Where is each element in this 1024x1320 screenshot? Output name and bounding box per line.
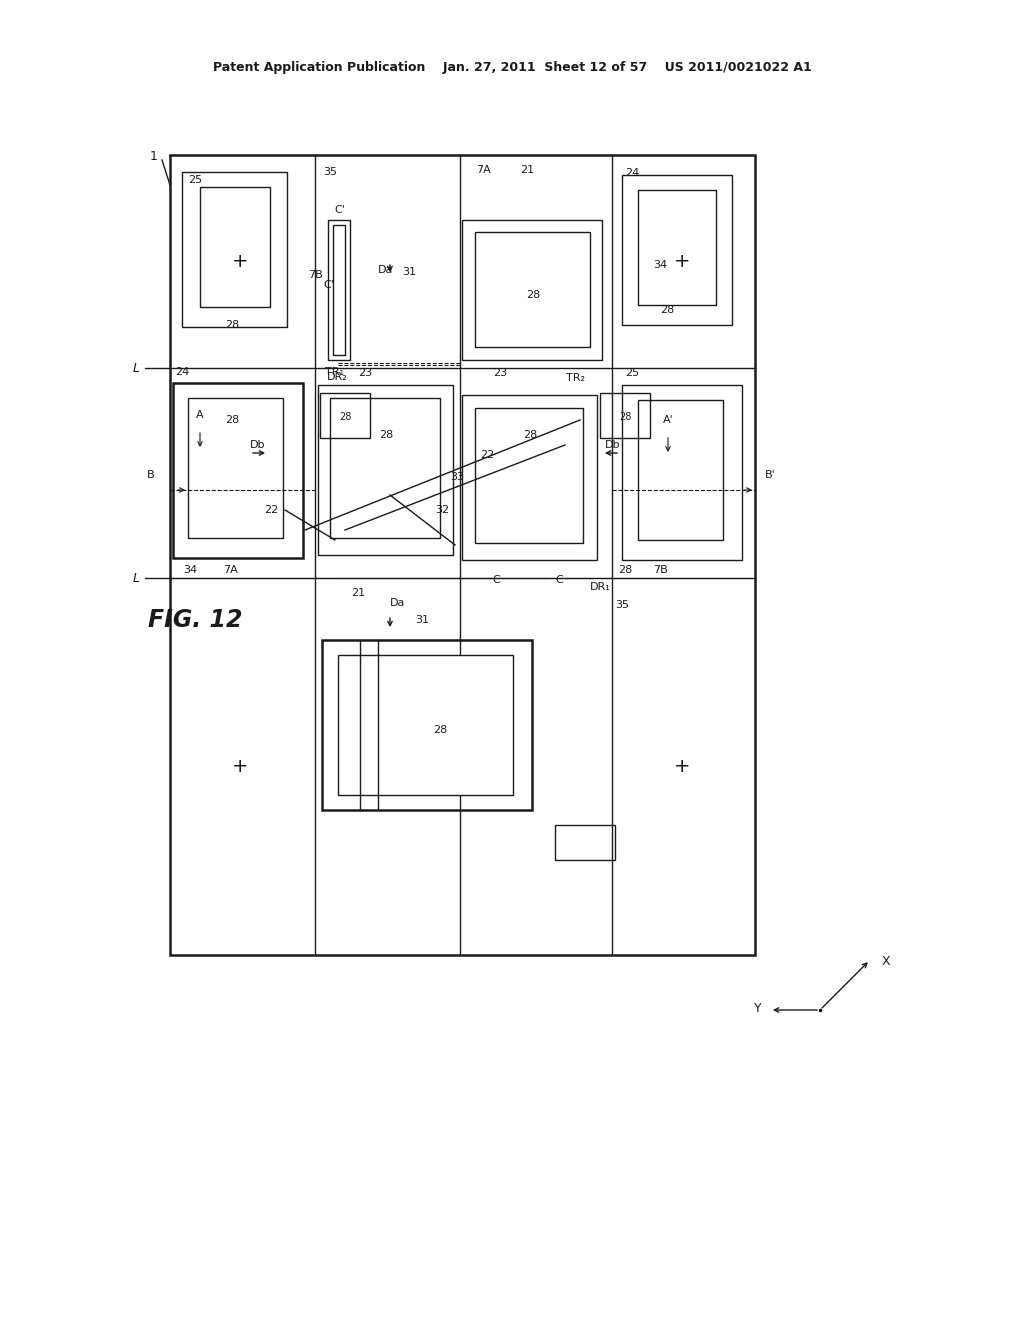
Bar xyxy=(322,640,532,810)
Bar xyxy=(200,187,270,308)
Text: X: X xyxy=(882,954,891,968)
Text: 21: 21 xyxy=(351,587,366,598)
Text: Y: Y xyxy=(755,1002,762,1015)
Text: 28: 28 xyxy=(526,290,540,300)
Bar xyxy=(319,393,370,438)
Text: 28: 28 xyxy=(225,319,240,330)
Text: 22: 22 xyxy=(480,450,495,459)
Bar xyxy=(182,172,287,327)
Text: 24: 24 xyxy=(625,168,639,178)
Text: Da: Da xyxy=(390,598,406,609)
Text: 28: 28 xyxy=(660,305,674,315)
Bar xyxy=(173,383,303,558)
Text: L: L xyxy=(133,572,140,585)
Text: 7A: 7A xyxy=(222,565,238,576)
Bar xyxy=(622,176,732,325)
Text: B: B xyxy=(147,470,155,480)
Text: C': C' xyxy=(334,205,345,215)
Bar xyxy=(330,399,440,539)
Text: 31: 31 xyxy=(415,615,429,624)
Text: B': B' xyxy=(765,470,776,480)
Text: 23: 23 xyxy=(493,368,507,378)
Text: 7A: 7A xyxy=(475,165,490,176)
Bar xyxy=(622,385,742,560)
Text: 25: 25 xyxy=(188,176,202,185)
Text: 28: 28 xyxy=(617,565,632,576)
Text: 31: 31 xyxy=(402,267,416,277)
Text: DR₂: DR₂ xyxy=(327,372,347,381)
Text: 28: 28 xyxy=(433,725,447,735)
Text: TR₂: TR₂ xyxy=(565,374,585,383)
Text: 25: 25 xyxy=(625,368,639,378)
Bar xyxy=(638,400,723,540)
Text: 35: 35 xyxy=(615,601,629,610)
Bar xyxy=(475,408,583,543)
Text: Patent Application Publication    Jan. 27, 2011  Sheet 12 of 57    US 2011/00210: Patent Application Publication Jan. 27, … xyxy=(213,62,811,74)
Text: DR₁: DR₁ xyxy=(590,582,610,591)
Text: 32: 32 xyxy=(435,506,450,515)
Text: 24: 24 xyxy=(175,367,189,378)
Bar xyxy=(328,220,350,360)
Bar xyxy=(638,190,716,305)
Bar xyxy=(170,154,755,954)
Text: +: + xyxy=(231,756,248,776)
Text: 28: 28 xyxy=(618,412,631,422)
Text: 7B: 7B xyxy=(307,271,323,280)
Bar xyxy=(333,224,345,355)
Bar xyxy=(555,825,615,861)
Text: Db: Db xyxy=(604,440,620,450)
Text: 34: 34 xyxy=(183,565,197,576)
Text: 21: 21 xyxy=(520,165,535,176)
Text: 28: 28 xyxy=(225,414,240,425)
Text: 22: 22 xyxy=(264,506,278,515)
Bar xyxy=(318,385,453,554)
Text: +: + xyxy=(674,756,690,776)
Text: C: C xyxy=(555,576,563,585)
Bar xyxy=(462,220,602,360)
Text: +: + xyxy=(674,252,690,271)
Text: 34: 34 xyxy=(653,260,667,271)
Text: A: A xyxy=(197,411,204,420)
Text: +: + xyxy=(231,252,248,271)
Bar xyxy=(338,655,513,795)
Text: 28: 28 xyxy=(379,430,393,440)
Text: C: C xyxy=(493,576,500,585)
Text: L: L xyxy=(133,362,140,375)
Text: Da: Da xyxy=(378,265,393,275)
Text: 35: 35 xyxy=(323,168,337,177)
Text: 1: 1 xyxy=(151,150,158,164)
Text: Db: Db xyxy=(250,440,265,450)
Text: 23: 23 xyxy=(358,368,372,378)
Bar xyxy=(188,399,283,539)
Bar xyxy=(462,395,597,560)
Text: A': A' xyxy=(663,414,674,425)
Bar xyxy=(475,232,590,347)
Text: 33: 33 xyxy=(450,473,464,482)
Text: C': C' xyxy=(324,280,334,290)
Bar xyxy=(600,393,650,438)
Text: TR₁: TR₁ xyxy=(325,367,344,378)
Text: 28: 28 xyxy=(339,412,351,422)
Text: 7B: 7B xyxy=(652,565,668,576)
Text: FIG. 12: FIG. 12 xyxy=(148,609,243,632)
Text: 28: 28 xyxy=(523,430,538,440)
